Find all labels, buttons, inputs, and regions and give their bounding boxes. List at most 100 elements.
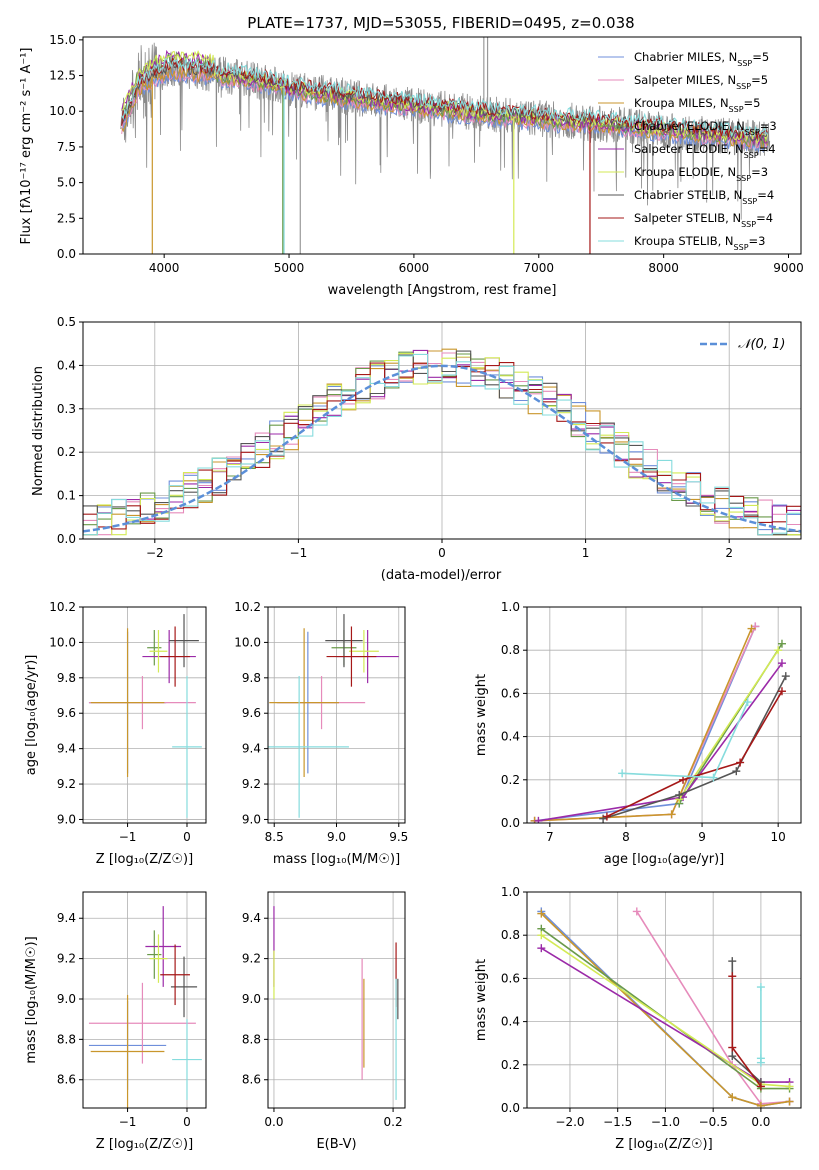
weight-line [534, 628, 753, 822]
spectrum-ylabel: Flux [fλ10⁻¹⁷ erg cm⁻² s⁻¹ A⁻¹] [19, 48, 34, 245]
legend-label: Salpeter STELIB, NSSP=4 [634, 211, 773, 229]
spectrum-frame [82, 36, 802, 255]
panel-ylabel: mass weight [474, 674, 489, 756]
ytick-label: 9.0 [57, 812, 76, 826]
panel-xlabel: Z [log₁₀(Z/Z☉)] [96, 852, 193, 867]
spectrum-xtick-label: 7000 [524, 261, 555, 275]
ytick-label: 9.8 [57, 671, 76, 685]
hist-xtick-label: −1 [290, 546, 308, 560]
model-spectrum [121, 58, 768, 138]
xtick-label: −0.5 [699, 1115, 728, 1129]
panel-frame [526, 606, 802, 824]
ytick-label: 10.0 [234, 635, 261, 649]
legend-label: Salpeter MILES, NSSP=5 [634, 73, 768, 91]
hist-ytick-label: 0.4 [57, 358, 76, 372]
xtick-label: −1 [119, 1115, 137, 1129]
ytick-label: 0.2 [501, 1058, 520, 1072]
spectrum-ytick-label: 15.0 [49, 33, 76, 47]
hist-ytick-label: 0.5 [57, 315, 76, 329]
model-spectrum [121, 60, 768, 142]
ytick-label: 0.8 [501, 643, 520, 657]
ytick-label: 1.0 [501, 885, 520, 899]
ytick-label: 0.6 [501, 686, 520, 700]
normal-legend-label: 𝒩(0, 1) [738, 337, 785, 352]
mass-vs-ebv-panel: 0.0 0.2 8.6 8.8 9.0 9.2 9.4 E(B-V) [242, 891, 406, 1152]
panel-marks [273, 906, 399, 1100]
panel-frame [82, 606, 207, 824]
spectrum-xtick-label: 5000 [274, 261, 305, 275]
legend-label: Salpeter ELODIE, NSSP=4 [634, 142, 776, 160]
hist-ytick-label: 0.2 [57, 445, 76, 459]
model-spectrum [121, 70, 768, 151]
spectrum-ytick-label: 2.5 [57, 211, 76, 225]
legend-label: Kroupa ELODIE, NSSP=3 [634, 165, 768, 183]
xtick-label: 0.0 [264, 1115, 283, 1129]
ytick-label: 8.8 [57, 1032, 76, 1046]
weight-line [534, 626, 757, 822]
weight-line [602, 675, 787, 820]
legend-label: Chabrier STELIB, NSSP=4 [634, 188, 774, 206]
panel-marks [530, 622, 790, 823]
ytick-label: 9.4 [57, 742, 76, 756]
ytick-label: 9.8 [242, 671, 261, 685]
xtick-label: −2.0 [555, 1115, 584, 1129]
spectrum-ytick-label: 0.0 [57, 247, 76, 261]
normal-legend: 𝒩(0, 1) [700, 337, 785, 352]
age-vs-mass-panel: 8.5 9.0 9.5 9.0 9.2 9.4 9.6 9.8 10.0 10.2 mass [lo… [234, 600, 408, 867]
xtick-label: 8 [622, 830, 630, 844]
normal-curve [83, 364, 801, 533]
ytick-label: 0.2 [501, 773, 520, 787]
ytick-label: 0.8 [501, 928, 520, 942]
ytick-label: 9.0 [57, 992, 76, 1006]
spectrum-xtick-label: 6000 [399, 261, 430, 275]
spectrum-curves [120, 37, 771, 254]
xtick-label: 9.5 [389, 830, 408, 844]
spectrum-title: PLATE=1737, MJD=53055, FIBERID=0495, z=0… [247, 14, 634, 32]
residual-histogram-panel: −2 −1 0 1 2 0.0 0.1 0.2 0.3 0.4 0.5 (data-model)/e… [31, 315, 802, 583]
panel-frame [267, 891, 406, 1109]
xtick-label: −1.5 [603, 1115, 632, 1129]
ytick-label: 1.0 [501, 600, 520, 614]
xtick-label: 0.2 [384, 1115, 403, 1129]
ytick-label: 8.6 [57, 1073, 76, 1087]
panel-ylabel: age [log₁₀(age/yr)] [24, 655, 39, 776]
legend-label: Kroupa MILES, NSSP=5 [634, 96, 760, 114]
spectrum-ytick-label: 10.0 [49, 104, 76, 118]
ytick-label: 0.0 [501, 1101, 520, 1115]
hist-ytick-label: 0.0 [57, 532, 76, 546]
ytick-label: 9.2 [57, 777, 76, 791]
xtick-label: 0 [183, 830, 191, 844]
weight-line [538, 662, 783, 822]
ytick-label: 9.6 [57, 706, 76, 720]
spectrum-ytick-label: 5.0 [57, 176, 76, 190]
ytick-label: 10.2 [234, 600, 261, 614]
legend-label: Chabrier MILES, NSSP=5 [634, 50, 769, 68]
massweight-vs-age-panel: 7 8 9 10 0.0 0.2 0.4 0.6 0.8 1.0 age [log₁₀(age/yr… [474, 600, 802, 867]
panel-marks [537, 907, 794, 1108]
xtick-label: 0.0 [751, 1115, 770, 1129]
ytick-label: 9.4 [57, 911, 76, 925]
spectrum-xlabel: wavelength [Angstrom, rest frame] [328, 283, 557, 298]
ytick-label: 9.4 [242, 911, 261, 925]
histogram-ylabel: Normed distribution [31, 366, 46, 496]
ytick-label: 9.2 [242, 952, 261, 966]
model-spectrum [121, 57, 768, 140]
ytick-label: 9.6 [242, 706, 261, 720]
ytick-label: 0.4 [501, 1015, 520, 1029]
spectrum-xtick-label: 4000 [149, 261, 180, 275]
ytick-label: 8.8 [242, 1032, 261, 1046]
hist-ytick-label: 0.3 [57, 402, 76, 416]
panel-ylabel: mass [log₁₀(M/M☉)] [24, 936, 39, 1063]
legend-label: Chabrier ELODIE, NSSP=3 [634, 119, 777, 137]
mass-vs-z-panel: −1 0 8.6 8.8 9.0 9.2 9.4 Z [log₁₀(Z/Z☉)] mass [l… [24, 891, 207, 1152]
weight-line [636, 910, 790, 1105]
panel-xlabel: E(B-V) [316, 1137, 356, 1152]
xtick-label: 10 [771, 830, 786, 844]
hist-xtick-label: 0 [438, 546, 446, 560]
panel-xlabel: Z [log₁₀(Z/Z☉)] [96, 1137, 193, 1152]
panel-marks [268, 614, 399, 818]
xtick-label: 0 [183, 1115, 191, 1129]
spectrum-xtick-label: 8000 [648, 261, 679, 275]
xtick-label: 9.0 [327, 830, 346, 844]
ytick-label: 9.4 [242, 742, 261, 756]
